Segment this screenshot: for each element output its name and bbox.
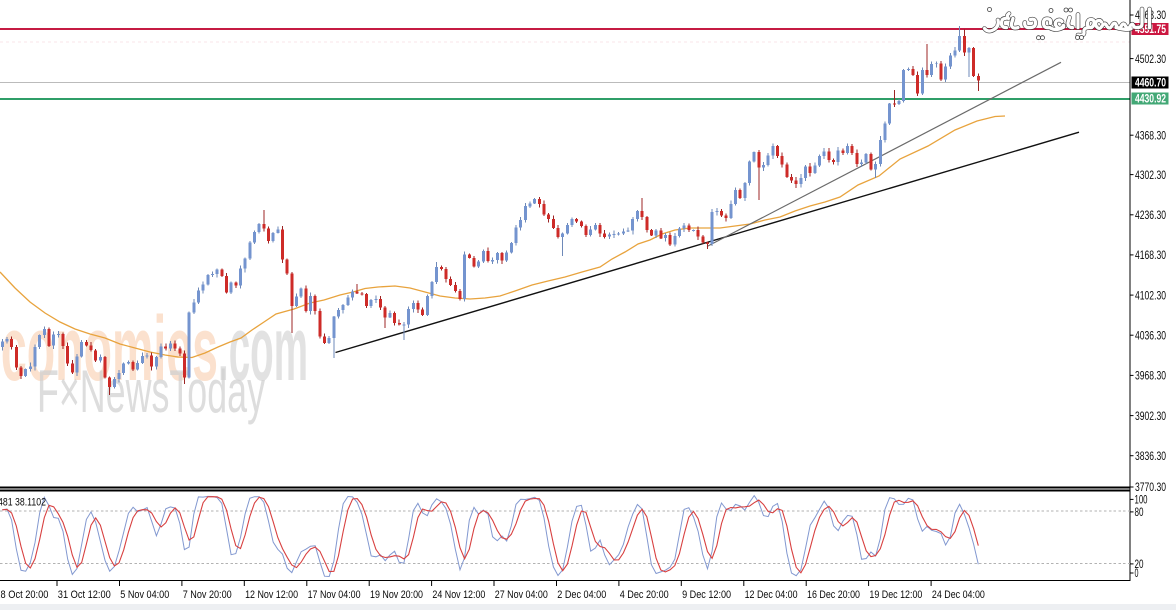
svg-text:4460.70: 4460.70 [1135,77,1166,89]
svg-text:4302.30: 4302.30 [1135,170,1166,182]
svg-text:100: 100 [1135,495,1148,507]
svg-text:4036.30: 4036.30 [1135,330,1166,342]
svg-text:19 Dec 12:00: 19 Dec 12:00 [869,589,922,601]
svg-text:3968.30: 3968.30 [1135,371,1166,383]
svg-text:7 Nov 20:00: 7 Nov 20:00 [183,589,232,601]
svg-text:4168.30: 4168.30 [1135,250,1166,262]
svg-text:12 Nov 12:00: 12 Nov 12:00 [245,589,298,601]
svg-text:24 Nov 12:00: 24 Nov 12:00 [432,589,485,601]
svg-text:3902.30: 3902.30 [1135,411,1166,423]
svg-text:19 Nov 20:00: 19 Nov 20:00 [370,589,423,601]
svg-text:4 Dec 20:00: 4 Dec 20:00 [620,589,669,601]
svg-text:24 Dec 04:00: 24 Dec 04:00 [932,589,985,601]
svg-text:2 Dec 04:00: 2 Dec 04:00 [557,589,606,601]
svg-text:4430.92: 4430.92 [1135,93,1166,105]
svg-text:16 Dec 20:00: 16 Dec 20:00 [807,589,860,601]
svg-text:17 Nov 04:00: 17 Nov 04:00 [308,589,361,601]
svg-text:3770.30: 3770.30 [1135,482,1166,494]
svg-text:4368.30: 4368.30 [1135,130,1166,142]
svg-text:3836.30: 3836.30 [1135,451,1166,463]
svg-text:4102.30: 4102.30 [1135,290,1166,302]
svg-text:481 38.1102: 481 38.1102 [0,497,46,509]
svg-text:4502.30: 4502.30 [1135,54,1166,66]
svg-text:80: 80 [1135,507,1144,519]
svg-text:5 Nov 04:00: 5 Nov 04:00 [120,589,169,601]
svg-text:0: 0 [1135,568,1139,580]
svg-text:F×NewsToday: F×NewsToday [37,358,265,425]
svg-text:4236.30: 4236.30 [1135,210,1166,222]
svg-text:.com: .com [218,298,308,400]
svg-text:28 Oct 20:00: 28 Oct 20:00 [0,589,48,601]
svg-text:12 Dec 04:00: 12 Dec 04:00 [745,589,798,601]
svg-text:20: 20 [1135,559,1144,571]
svg-text:31 Oct 12:00: 31 Oct 12:00 [58,589,111,601]
svg-text:27 Nov 04:00: 27 Nov 04:00 [495,589,548,601]
svg-text:9 Dec 12:00: 9 Dec 12:00 [682,589,731,601]
